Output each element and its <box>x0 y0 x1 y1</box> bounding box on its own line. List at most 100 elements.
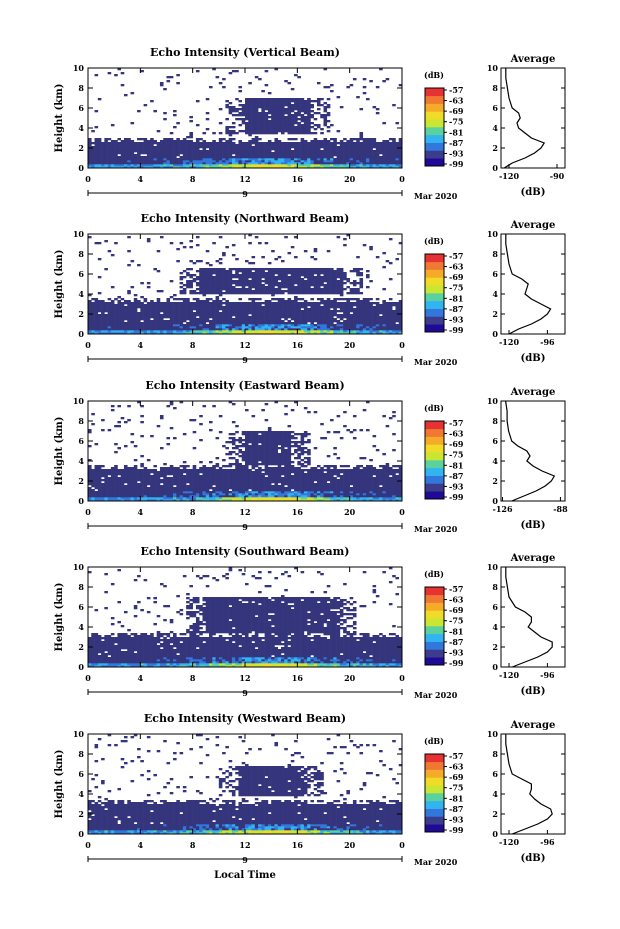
heatmap-cell <box>323 290 328 293</box>
heatmap-cell <box>150 148 154 151</box>
heatmap-cell <box>120 330 125 333</box>
heatmap-cell <box>264 242 269 245</box>
heatmap-cell <box>307 332 311 335</box>
heatmap-cell <box>238 142 243 145</box>
heatmap-cell <box>307 318 311 321</box>
heatmap-cell <box>261 276 265 279</box>
heatmap-cell <box>159 318 164 321</box>
heatmap-cell <box>231 122 236 125</box>
heatmap-cell <box>258 322 262 325</box>
heatmap-cell <box>277 150 282 153</box>
heatmap-cell <box>238 495 243 498</box>
heatmap-cell <box>313 138 318 141</box>
heatmap-cell <box>179 146 184 149</box>
heatmap-cell <box>179 324 184 327</box>
heatmap-cell <box>104 158 108 161</box>
heatmap-cell <box>228 324 233 327</box>
heatmap-cell <box>307 493 311 496</box>
heatmap-cell <box>326 320 331 323</box>
heatmap-cell <box>333 292 337 295</box>
heatmap-cell <box>176 164 180 167</box>
heatmap-cell <box>212 328 216 331</box>
heatmap-cell <box>290 284 295 287</box>
heatmap-cell <box>359 160 364 163</box>
heatmap-cell <box>362 330 367 333</box>
heatmap-cell <box>382 320 386 323</box>
heatmap-cell <box>372 324 377 327</box>
heatmap-cell <box>271 302 275 305</box>
heatmap-cell <box>330 166 334 169</box>
heatmap-cell <box>323 158 328 161</box>
heatmap-cell <box>303 495 308 498</box>
heatmap-cell <box>339 142 344 145</box>
heatmap-cell <box>251 140 256 143</box>
heatmap-cell <box>205 142 210 145</box>
heatmap-cell <box>150 156 154 159</box>
heatmap-cell <box>356 312 360 315</box>
heatmap-cell <box>333 142 337 145</box>
heatmap-cell <box>300 110 305 113</box>
heatmap-cell <box>310 491 314 494</box>
heatmap-cell <box>153 154 157 157</box>
heatmap-cell <box>120 487 125 490</box>
heatmap-cell <box>303 280 308 283</box>
heatmap-cell <box>153 160 157 163</box>
heatmap-cell <box>316 152 321 155</box>
heatmap-cell <box>110 152 115 155</box>
heatmap-cell <box>280 154 285 157</box>
heatmap-cell <box>202 491 207 494</box>
heatmap-cell <box>212 489 216 492</box>
heatmap-cell <box>225 164 229 167</box>
heatmap-cell <box>153 316 157 319</box>
heatmap-cell <box>137 300 141 303</box>
heatmap-cell <box>303 100 308 103</box>
heatmap-cell <box>366 158 370 161</box>
heatmap-cell <box>133 142 138 145</box>
heatmap-cell <box>307 270 311 273</box>
heatmap-cell <box>307 495 311 498</box>
heatmap-cell <box>245 150 249 153</box>
heatmap-cell <box>137 158 141 161</box>
heatmap-cell <box>388 324 393 327</box>
heatmap-cell <box>287 148 292 151</box>
heatmap-cell <box>316 491 321 494</box>
heatmap-cell <box>209 154 213 157</box>
heatmap-cell <box>392 310 396 313</box>
heatmap-cell <box>169 166 174 169</box>
heatmap-cell <box>104 491 108 494</box>
heatmap-cell <box>382 322 386 325</box>
heatmap-cell <box>326 288 331 291</box>
heatmap-cell <box>320 276 324 279</box>
colorbar-segment <box>425 119 444 128</box>
heatmap-cell <box>258 104 262 107</box>
heatmap-cell <box>215 324 220 327</box>
heatmap-cell <box>241 290 246 293</box>
heatmap-cell <box>169 144 174 147</box>
heatmap-cell <box>316 330 321 333</box>
heatmap-cell <box>228 288 233 291</box>
heatmap-cell <box>352 288 357 291</box>
heatmap-cell <box>375 142 380 145</box>
heatmap-cell <box>297 114 301 117</box>
heatmap-cell <box>277 322 282 325</box>
heatmap-cell <box>235 272 239 275</box>
heatmap-cell <box>123 138 128 141</box>
heatmap-cell <box>294 144 298 147</box>
heatmap-cell <box>251 124 256 127</box>
heatmap-cell <box>274 330 279 333</box>
heatmap-cell <box>330 268 334 271</box>
heatmap-cell <box>228 274 233 277</box>
heatmap-cell <box>366 142 370 145</box>
heatmap-cell <box>346 314 350 317</box>
heatmap-cell <box>356 154 360 157</box>
heatmap-cell <box>297 102 301 105</box>
profile-y-tick-label: 6 <box>492 269 498 279</box>
heatmap-cell <box>205 112 210 115</box>
heatmap-cell <box>352 318 357 321</box>
heatmap-cell <box>235 152 239 155</box>
heatmap-cell <box>385 493 390 496</box>
heatmap-cell <box>218 308 223 311</box>
heatmap-cell <box>205 268 210 271</box>
heatmap-cell <box>310 106 314 109</box>
heatmap-cell <box>271 499 275 502</box>
